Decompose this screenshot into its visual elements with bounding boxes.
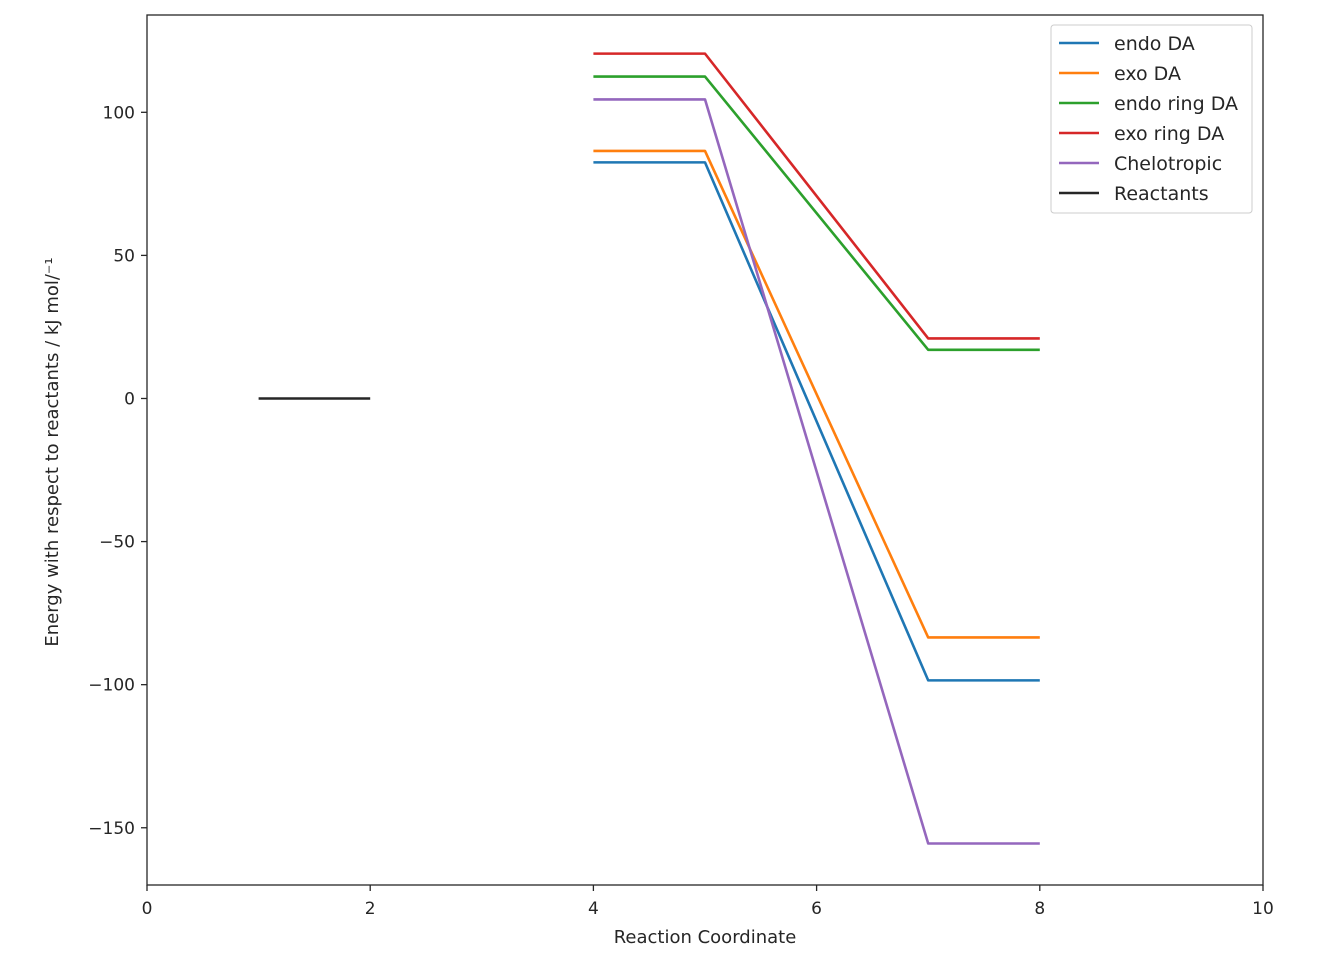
legend-label: Chelotropic [1114, 153, 1222, 175]
x-tick-label: 6 [811, 899, 822, 919]
x-tick-label: 2 [365, 899, 376, 919]
series-line-3 [593, 52, 1040, 340]
legend-label: endo ring DA [1114, 93, 1238, 115]
y-axis: −150 −100 −50 0 50 100 [88, 103, 147, 839]
legend-label: exo ring DA [1114, 123, 1224, 145]
series-line-1 [593, 149, 1040, 639]
legend: endo DA exo DA endo ring DA exo ring DA Chel… [1050, 24, 1253, 214]
y-tick-label: 50 [113, 246, 135, 266]
series-line-4 [593, 98, 1040, 845]
legend-frame [1050, 24, 1253, 214]
x-axis-title: Reaction Coordinate [614, 927, 797, 948]
y-tick-label: 100 [103, 103, 135, 123]
x-axis: 0 2 4 6 8 10 [142, 885, 1274, 919]
legend-label: exo DA [1114, 63, 1181, 85]
y-tick-label: −50 [99, 533, 135, 553]
legend-label: Reactants [1114, 183, 1209, 205]
series-line-2 [593, 75, 1040, 352]
legend-label: endo DA [1114, 33, 1195, 55]
x-tick-label: 0 [142, 899, 153, 919]
y-tick-label: 0 [124, 389, 135, 409]
y-tick-label: −150 [88, 819, 135, 839]
x-tick-label: 8 [1034, 899, 1045, 919]
y-axis-title: Energy with respect to reactants / kJ mo… [42, 257, 63, 646]
x-tick-label: 10 [1252, 899, 1274, 919]
plot-frame [146, 14, 1264, 886]
x-tick-label: 4 [588, 899, 599, 919]
series-layer [258, 52, 1040, 845]
series-line-0 [593, 161, 1040, 682]
y-tick-label: −100 [88, 676, 135, 696]
